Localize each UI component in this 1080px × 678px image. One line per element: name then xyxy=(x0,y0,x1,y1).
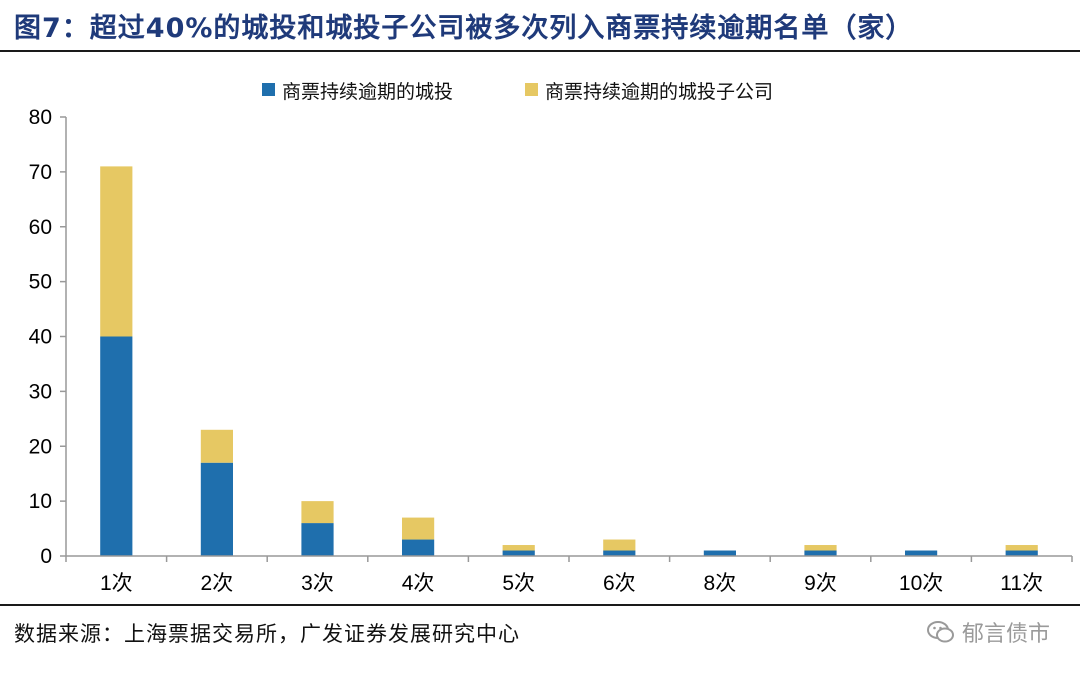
y-axis: 0 10 20 30 40 50 60 70 80 xyxy=(29,106,67,568)
watermark-text: 郁言债市 xyxy=(961,622,1050,647)
bar-segment-series-2 xyxy=(804,545,837,551)
y-tick-label: 60 xyxy=(29,216,52,239)
source-note: 数据来源：上海票据交易所，广发证券发展研究中心 xyxy=(14,622,520,646)
y-tick-label: 20 xyxy=(29,435,52,458)
bar-segment-series-2 xyxy=(200,429,233,463)
wechat-icon xyxy=(926,621,954,643)
x-axis: 1次 2次 3次 4次 5次 6次 8次 9次 10次 11次 xyxy=(65,555,1073,595)
bar-segment-series-2 xyxy=(301,501,334,524)
bar-segment-series-1 xyxy=(1005,550,1038,556)
bar-segment-series-1 xyxy=(301,523,334,556)
bar-segment-series-2 xyxy=(402,517,435,540)
y-tick-label: 0 xyxy=(40,545,52,568)
x-tick-label: 2次 xyxy=(201,572,234,595)
bar-segment-series-1 xyxy=(502,550,535,556)
x-tick-label: 1次 xyxy=(100,572,133,595)
bar-segment-series-1 xyxy=(200,462,233,556)
y-tick-label: 40 xyxy=(29,326,52,349)
stacked-bar-chart: 商票持续逾期的城投 商票持续逾期的城投子公司 0 10 20 30 40 50 60 70 80… xyxy=(29,81,1073,595)
x-tick-label: 6次 xyxy=(603,572,636,595)
y-tick-label: 50 xyxy=(29,271,52,294)
bar-segment-series-2 xyxy=(1005,545,1038,551)
legend-swatch-series-2 xyxy=(525,83,538,96)
y-tick-label: 80 xyxy=(29,106,52,129)
bars xyxy=(100,166,1038,556)
x-tick-label: 8次 xyxy=(704,572,737,595)
legend-label-series-2: 商票持续逾期的城投子公司 xyxy=(545,81,773,103)
bar-segment-series-2 xyxy=(100,166,133,337)
bar-segment-series-1 xyxy=(402,539,435,556)
y-tick-label: 70 xyxy=(29,161,52,184)
bar-segment-series-1 xyxy=(603,550,636,556)
y-tick-label: 30 xyxy=(29,380,52,403)
bar-segment-series-1 xyxy=(703,550,736,556)
x-tick-label: 3次 xyxy=(301,572,334,595)
bar-segment-series-2 xyxy=(502,545,535,551)
bar-segment-series-1 xyxy=(905,550,938,556)
x-tick-label: 9次 xyxy=(804,572,837,595)
x-tick-label: 5次 xyxy=(502,572,535,595)
x-tick-label: 10次 xyxy=(899,572,943,595)
watermark: 郁言债市 xyxy=(926,616,1050,648)
x-tick-label: 11次 xyxy=(1000,572,1043,595)
source-divider xyxy=(0,604,1080,606)
bar-segment-series-1 xyxy=(100,336,133,556)
x-tick-label: 4次 xyxy=(402,572,435,595)
legend-label-series-1: 商票持续逾期的城投 xyxy=(282,81,453,103)
title-divider xyxy=(0,50,1080,52)
legend: 商票持续逾期的城投 商票持续逾期的城投子公司 xyxy=(262,81,773,103)
bar-segment-series-2 xyxy=(603,539,636,551)
bar-segment-series-1 xyxy=(804,550,837,556)
y-tick-label: 10 xyxy=(29,490,52,513)
legend-swatch-series-1 xyxy=(262,83,275,96)
chart-title: 图7：超过40%的城投和城投子公司被多次列入商票持续逾期名单（家） xyxy=(14,13,914,44)
